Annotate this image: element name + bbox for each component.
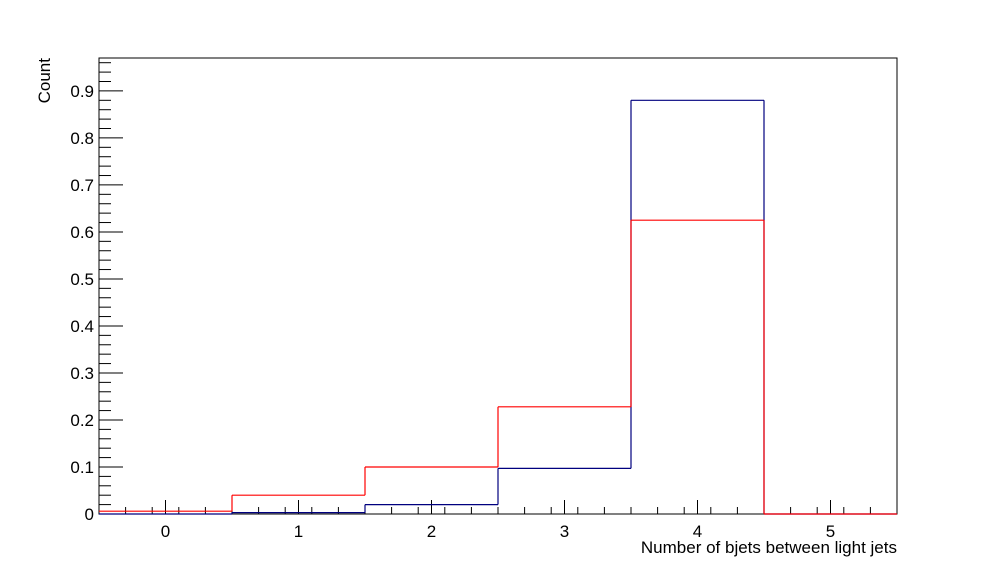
y-tick-label: 0.8: [70, 129, 94, 148]
y-tick-label: 0.4: [70, 317, 94, 336]
x-tick-label: 0: [161, 522, 170, 541]
y-tick-label: 0.7: [70, 176, 94, 195]
y-tick-label: 0.5: [70, 270, 94, 289]
x-tick-label: 1: [294, 522, 303, 541]
x-tick-label: 4: [693, 522, 702, 541]
y-axis-title: Count: [35, 58, 54, 104]
y-tick-label: 0.9: [70, 82, 94, 101]
y-tick-label: 0: [85, 505, 94, 524]
x-tick-label: 3: [560, 522, 569, 541]
y-tick-label: 0.3: [70, 364, 94, 383]
x-axis-title: Number of bjets between light jets: [641, 538, 897, 557]
y-tick-label: 0.2: [70, 411, 94, 430]
series-layer: [99, 99, 897, 515]
tick-labels: 0 1 2 3 4 5 0 0.1 0.2 0.3 0.4 0.5 0.6 0.7 0.8 0.9: [70, 82, 835, 541]
y-tick-label: 0.6: [70, 223, 94, 242]
x-tick-label: 2: [427, 522, 436, 541]
y-tick-label: 0.1: [70, 458, 94, 477]
x-tick-label: 5: [826, 522, 835, 541]
series-2: [99, 219, 897, 515]
